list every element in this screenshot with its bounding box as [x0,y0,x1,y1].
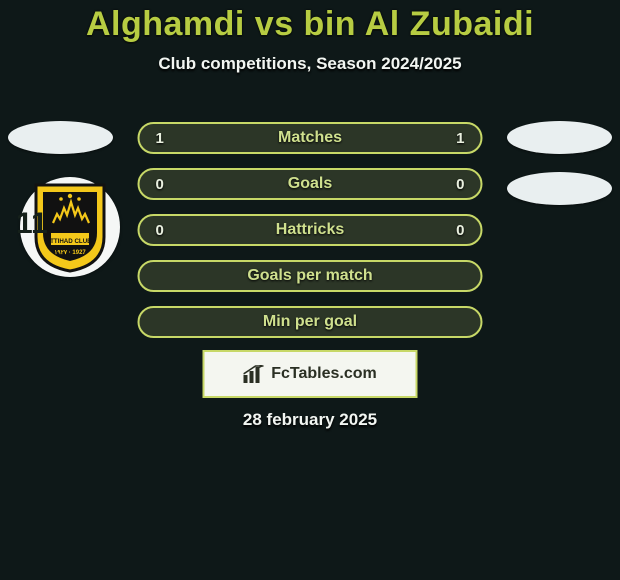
stat-right: 0 [447,176,465,193]
stat-right: 0 [447,222,465,239]
stat-left: 0 [156,222,174,239]
stat-row-matches: 1 Matches 1 [138,122,483,154]
stat-right: 1 [447,130,465,147]
comparison-date: 28 february 2025 [243,410,377,430]
svg-text:١٩٢٧ · 1927: ١٩٢٧ · 1927 [54,250,86,256]
player-slot-right-2 [507,172,612,205]
stat-row-gpm: Goals per match [138,260,483,292]
svg-text:ıTTIHAD CLUB: ıTTIHAD CLUB [48,238,92,245]
stat-row-mpg: Min per goal [138,306,483,338]
barchart-icon [243,365,265,383]
stat-row-goals: 0 Goals 0 [138,168,483,200]
stat-label: Hattricks [276,221,344,239]
brand-text: FcTables.com [271,365,377,383]
stats-table: 1 Matches 1 0 Goals 0 0 Hattricks 0 Goal… [138,122,483,352]
stat-label: Goals [288,175,332,193]
stat-label: Min per goal [263,313,357,331]
stat-left: 1 [156,130,174,147]
stat-row-hattricks: 0 Hattricks 0 [138,214,483,246]
comparison-title: Alghamdi vs bin Al Zubaidi [0,0,620,44]
club-badge: ıTTIHAD CLUB ١٩٢٧ · 1927 11 [20,177,120,277]
player-slot-right-1 [507,121,612,154]
brand-box: FcTables.com [203,350,418,398]
stat-left: 0 [156,176,174,193]
stat-label: Matches [278,129,342,147]
player-slot-left [8,121,113,154]
comparison-subtitle: Club competitions, Season 2024/2025 [0,54,620,74]
stat-label: Goals per match [247,267,372,285]
player-number: 11 [16,207,48,241]
